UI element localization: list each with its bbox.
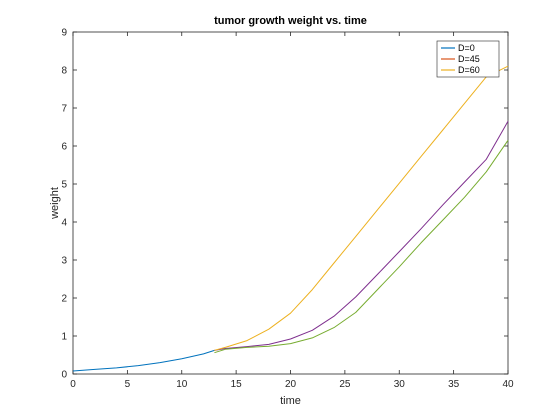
y-tick-label: 9 <box>61 28 67 39</box>
ticks-group: 0 5 10 15 20 25 30 35 40 0 1 2 3 4 5 6 7 8 9 <box>61 28 514 391</box>
y-tick-label: 2 <box>61 294 67 305</box>
y-tick-label: 4 <box>61 218 67 229</box>
x-tick-label: 5 <box>125 379 131 390</box>
y-axis-label: weight <box>49 187 61 220</box>
x-tick-label: 10 <box>176 379 188 390</box>
series-line-d60 <box>214 65 509 351</box>
series-group <box>72 65 509 372</box>
y-tick-label: 3 <box>61 256 67 267</box>
x-tick-label: 20 <box>285 379 297 390</box>
legend-entry-label: D=45 <box>458 54 480 64</box>
chart-title: tumor growth weight vs. time <box>214 15 367 27</box>
legend-entry-label: D=0 <box>458 43 475 53</box>
x-tick-label: 40 <box>502 379 514 390</box>
y-tick-label: 7 <box>61 104 67 115</box>
x-tick-label: 30 <box>394 379 406 390</box>
x-tick-label: 15 <box>231 379 243 390</box>
x-tick-label: 0 <box>70 379 76 390</box>
legend-entry-label: D=60 <box>458 65 480 75</box>
series-line-d0 <box>72 349 215 372</box>
series-line-unlabeled-3 <box>214 140 509 354</box>
plot-area <box>72 31 509 375</box>
series-line-d45 <box>214 121 509 351</box>
y-tick-label: 6 <box>61 142 67 153</box>
x-tick-label: 25 <box>339 379 351 390</box>
y-tick-label: 8 <box>61 66 67 77</box>
y-tick-label: 0 <box>61 370 67 381</box>
y-tick-label: 5 <box>61 180 67 191</box>
legend: D=0D=45D=60 <box>436 40 500 78</box>
x-axis-label: time <box>280 395 301 407</box>
x-tick-label: 35 <box>448 379 460 390</box>
y-tick-label: 1 <box>61 332 67 343</box>
